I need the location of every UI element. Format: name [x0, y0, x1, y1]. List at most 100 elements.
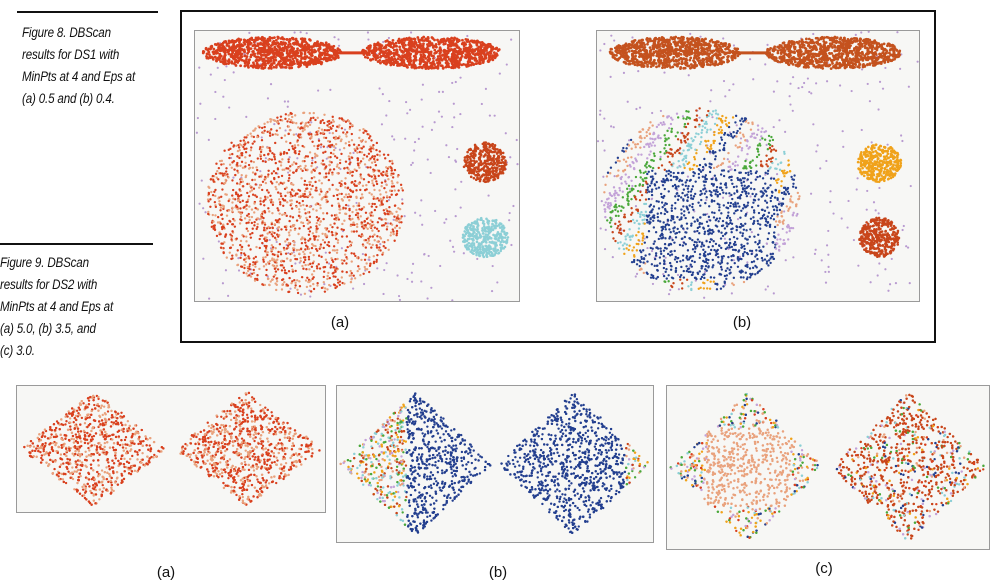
cluster-point — [349, 280, 353, 284]
cluster-point — [354, 254, 357, 258]
cluster-point — [378, 58, 382, 62]
cluster-point — [290, 48, 293, 51]
cluster-point — [259, 153, 262, 156]
cluster-point — [275, 277, 278, 280]
cluster-point — [243, 263, 246, 267]
cluster-point — [485, 164, 488, 168]
cluster-point — [221, 217, 224, 221]
cluster-point — [305, 42, 309, 45]
cluster-point — [368, 137, 371, 140]
noise-point — [667, 293, 671, 296]
noise-point — [462, 252, 465, 255]
cluster-point — [274, 141, 277, 145]
cluster-point — [470, 221, 474, 225]
cluster-point — [363, 153, 366, 157]
cluster-point — [247, 167, 251, 170]
cluster-point — [369, 145, 372, 148]
cluster-point — [330, 127, 333, 130]
noise-point — [388, 99, 391, 103]
cluster-point — [347, 168, 350, 171]
noise-point — [825, 80, 829, 83]
cluster-point — [304, 241, 307, 244]
noise-point — [750, 231, 753, 234]
cluster-point — [484, 177, 487, 180]
cluster-point — [363, 258, 367, 261]
cluster-point — [499, 240, 503, 244]
cluster-point — [439, 38, 443, 42]
cluster-point — [348, 214, 351, 218]
cluster-point — [482, 238, 486, 241]
cluster-point — [468, 45, 472, 49]
noise-point — [434, 209, 437, 213]
cluster-point — [335, 156, 339, 160]
cluster-point — [351, 210, 354, 214]
cluster-point — [494, 226, 497, 230]
cluster-point — [351, 180, 354, 184]
cluster-point — [227, 209, 231, 212]
cluster-point — [286, 120, 289, 123]
noise-point — [476, 257, 479, 261]
cluster-point — [319, 220, 323, 223]
cluster-point — [350, 132, 354, 136]
noise-point — [209, 73, 212, 76]
cluster-point — [231, 152, 234, 156]
cluster-point — [301, 264, 304, 268]
cluster-point — [302, 111, 306, 114]
cluster-point — [363, 55, 367, 59]
cluster-point — [328, 47, 332, 51]
cluster-point — [441, 40, 445, 44]
cluster-point — [419, 65, 422, 69]
cluster-point — [380, 218, 383, 221]
cluster-point — [476, 218, 479, 221]
cluster-point — [437, 62, 441, 66]
cluster-point — [279, 115, 283, 118]
cluster-point — [403, 55, 407, 59]
cluster-point — [280, 259, 283, 263]
noise-point — [383, 268, 386, 272]
cluster-point — [331, 233, 334, 237]
cluster-point — [255, 245, 258, 249]
cluster-point — [267, 207, 270, 210]
noise-point — [198, 66, 201, 69]
cluster-point — [371, 220, 374, 224]
cluster-point — [336, 193, 339, 197]
cluster-point — [307, 239, 310, 242]
cluster-point — [395, 219, 399, 222]
noise-point — [216, 66, 219, 69]
noise-point — [746, 261, 749, 264]
cluster-point — [397, 217, 400, 220]
cluster-point — [479, 216, 483, 220]
cluster-point — [458, 52, 462, 56]
cluster-point — [305, 285, 309, 289]
cluster-point — [236, 43, 239, 47]
cluster-point — [334, 270, 337, 273]
cluster-point — [316, 267, 319, 270]
cluster-point — [290, 202, 293, 206]
cluster-point — [304, 46, 308, 50]
noise-point — [819, 167, 822, 170]
cluster-point — [369, 214, 373, 217]
noise-point — [732, 44, 736, 47]
cluster-point — [450, 36, 454, 40]
cluster-point — [273, 48, 277, 52]
noise-point — [872, 201, 876, 204]
cluster-point — [239, 54, 243, 58]
cluster-point — [221, 227, 224, 231]
noise-point — [287, 251, 290, 255]
cluster-point — [278, 243, 282, 246]
cluster-point — [484, 233, 488, 236]
noise-point — [603, 149, 606, 152]
noise-point — [214, 90, 217, 94]
cluster-point — [318, 193, 321, 196]
cluster-point — [253, 140, 256, 143]
cluster-point — [293, 278, 296, 282]
cluster-point — [288, 219, 291, 223]
cluster-point — [496, 174, 500, 177]
cluster-point — [298, 44, 302, 47]
cluster-point — [320, 255, 323, 259]
cluster-point — [353, 184, 357, 187]
noise-point — [784, 259, 787, 262]
noise-point — [722, 79, 726, 83]
cluster-point — [456, 52, 460, 56]
cluster-point — [430, 63, 434, 66]
